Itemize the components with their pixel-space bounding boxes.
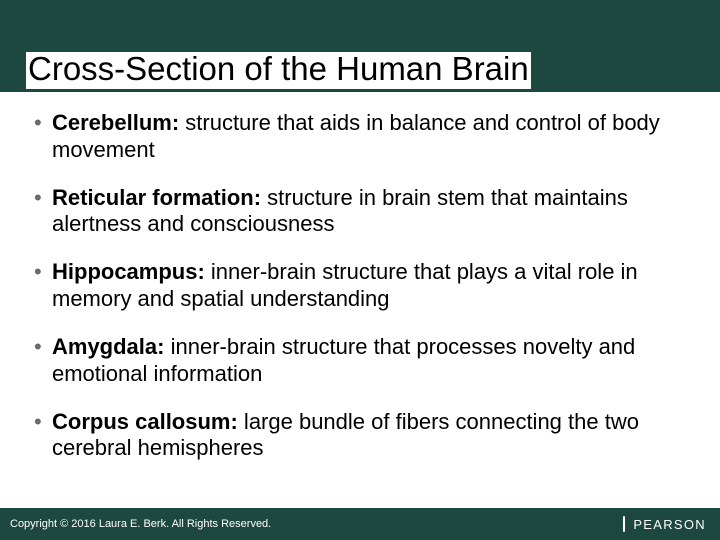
bullet-item: • Amygdala: inner-brain structure that p…: [34, 334, 686, 388]
bullet-text: Amygdala: inner-brain structure that pro…: [52, 334, 686, 388]
bullet-text: Corpus callosum: large bundle of fibers …: [52, 409, 686, 463]
bullet-text: Cerebellum: structure that aids in balan…: [52, 110, 686, 164]
logo-text: PEARSON: [633, 517, 706, 532]
bullet-text: Hippocampus: inner-brain structure that …: [52, 259, 686, 313]
term: Amygdala:: [52, 334, 164, 359]
slide-title: Cross-Section of the Human Brain: [26, 52, 531, 89]
copyright-text: Copyright © 2016 Laura E. Berk. All Righ…: [10, 518, 271, 530]
term: Corpus callosum:: [52, 409, 238, 434]
term: Hippocampus:: [52, 259, 205, 284]
bullet-item: • Corpus callosum: large bundle of fiber…: [34, 409, 686, 463]
bullet-dot: •: [34, 334, 52, 361]
bullet-dot: •: [34, 110, 52, 137]
logo-stripe-icon: [623, 516, 626, 532]
bullet-text: Reticular formation: structure in brain …: [52, 185, 686, 239]
bullet-dot: •: [34, 185, 52, 212]
header-band: Cross-Section of the Human Brain: [0, 0, 720, 92]
bullet-item: • Hippocampus: inner-brain structure tha…: [34, 259, 686, 313]
pearson-logo: PEARSON: [623, 516, 706, 532]
bullet-item: • Cerebellum: structure that aids in bal…: [34, 110, 686, 164]
term: Reticular formation:: [52, 185, 261, 210]
footer-bar: Copyright © 2016 Laura E. Berk. All Righ…: [0, 508, 720, 540]
term: Cerebellum:: [52, 110, 179, 135]
content-area: • Cerebellum: structure that aids in bal…: [0, 92, 720, 462]
bullet-dot: •: [34, 259, 52, 286]
bullet-item: • Reticular formation: structure in brai…: [34, 185, 686, 239]
bullet-dot: •: [34, 409, 52, 436]
